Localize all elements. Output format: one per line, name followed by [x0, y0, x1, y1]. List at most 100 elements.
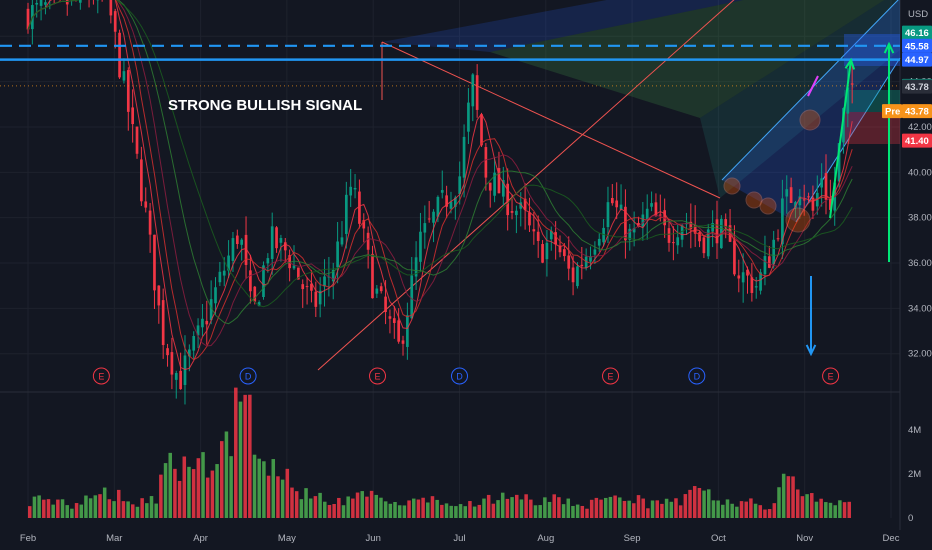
candle-body-126 [576, 266, 579, 287]
candle-body-154 [698, 232, 701, 242]
candle-body-95 [440, 190, 444, 193]
candle-body-140 [637, 222, 640, 227]
event-marker-ring-5 [688, 367, 706, 385]
event-marker-label-6: E [828, 372, 834, 382]
volume-bar-3 [42, 499, 46, 518]
volume-bar-77 [388, 503, 393, 518]
volume-bar-22 [131, 504, 135, 518]
volume-bar-21 [126, 501, 130, 518]
volume-bar-19 [116, 489, 121, 518]
candle-body-144 [654, 202, 658, 217]
volume-bar-61 [313, 496, 318, 518]
retest-marker-1 [745, 191, 763, 209]
event-marker-6[interactable]: E [822, 367, 840, 385]
time-axis[interactable]: Feb Mar Apr May Jun Jul Aug Sep Oct Nov Dec [20, 533, 900, 544]
candle-body-180 [811, 197, 815, 211]
volume-bar-86 [430, 496, 435, 518]
event-marker-5[interactable]: D [688, 367, 706, 385]
volume-bar-16 [102, 487, 107, 518]
candle-body-57 [275, 227, 278, 249]
volume-bar-40 [215, 464, 219, 518]
volume-bar-10 [74, 503, 79, 518]
volume-bar-170 [824, 502, 828, 518]
volume-bar-165 [800, 496, 805, 518]
volume-bar-139 [678, 505, 683, 518]
candle-body-29 [153, 234, 156, 291]
candle-body-176 [794, 202, 797, 208]
volume-bar-70 [355, 492, 360, 518]
candle-body-77 [362, 220, 366, 229]
volume-bar-156 [758, 505, 763, 518]
candle-body-103 [475, 75, 479, 110]
candle-body-125 [571, 267, 575, 283]
candle-body-94 [436, 196, 440, 217]
moving-average-2 [27, 0, 853, 347]
candle-body-22 [122, 71, 126, 81]
candle-body-104 [480, 114, 483, 146]
candle-body-49 [240, 239, 244, 245]
volume-bar-108 [533, 505, 538, 518]
candle-body-46 [227, 255, 230, 271]
volume-bar-78 [393, 502, 397, 518]
event-marker-3[interactable]: D [451, 367, 468, 385]
volume-bar-135 [660, 503, 664, 518]
green-arrow-left [829, 57, 856, 219]
volume-bar-50 [262, 461, 266, 518]
volume-bar-110 [543, 497, 547, 518]
candle-body-127 [580, 264, 584, 267]
candle-body-179 [807, 196, 810, 198]
candle-body-110 [506, 183, 510, 216]
time-tick-dec: Dec [883, 533, 900, 544]
volume-bar-72 [365, 496, 369, 518]
event-marker-2[interactable]: E [369, 367, 387, 385]
volume-bar-90 [449, 505, 453, 518]
event-marker-ring-6 [822, 367, 840, 385]
price-tag-bg-4 [902, 79, 932, 94]
event-marker-4[interactable]: E [602, 367, 620, 385]
candle-body-4 [44, 2, 47, 5]
candle-body-141 [641, 214, 645, 227]
volume-bar-113 [557, 497, 561, 518]
candle-body-62 [297, 267, 300, 280]
candle-body-131 [597, 238, 601, 246]
event-marker-0[interactable]: E [92, 367, 110, 385]
retest-marker-3 [785, 207, 811, 233]
candle-body-161 [728, 225, 732, 242]
volume-tick-2: 4M [908, 425, 921, 436]
candle-body-67 [318, 290, 322, 305]
candle-body-33 [170, 352, 174, 375]
candle-body-64 [305, 286, 309, 288]
volume-bar-85 [426, 502, 430, 518]
volume-bar-127 [622, 500, 627, 518]
volume-bar-95 [472, 506, 477, 518]
candle-body-34 [174, 373, 178, 380]
volume-bar-158 [767, 509, 772, 518]
candle-body-40 [201, 318, 204, 328]
volume-bar-39 [210, 470, 215, 518]
candle-body-85 [397, 320, 401, 342]
candle-body-66 [314, 291, 318, 307]
volume-bar-79 [397, 505, 402, 518]
candle-body-60 [288, 255, 291, 269]
candle-body-136 [619, 204, 623, 210]
volume-bar-7 [60, 499, 65, 518]
volume-bar-160 [777, 487, 781, 518]
volume-bar-146 [711, 500, 716, 518]
event-marker-1[interactable]: D [239, 367, 257, 385]
candle-body-35 [179, 370, 182, 390]
event-marker-label-0: E [98, 372, 104, 382]
candle-body-182 [820, 178, 823, 188]
volume-bar-60 [308, 498, 313, 518]
candle-body-120 [549, 230, 553, 240]
time-tick-apr: Apr [193, 533, 208, 544]
candle-body-92 [427, 218, 431, 220]
volume-bar-62 [318, 492, 322, 518]
candle-body-148 [672, 242, 675, 244]
volume-bar-162 [786, 476, 791, 518]
candle-body-167 [754, 286, 758, 288]
candle-body-137 [624, 206, 627, 241]
volume-bar-44 [234, 387, 238, 518]
retest-marker-0 [723, 177, 741, 195]
